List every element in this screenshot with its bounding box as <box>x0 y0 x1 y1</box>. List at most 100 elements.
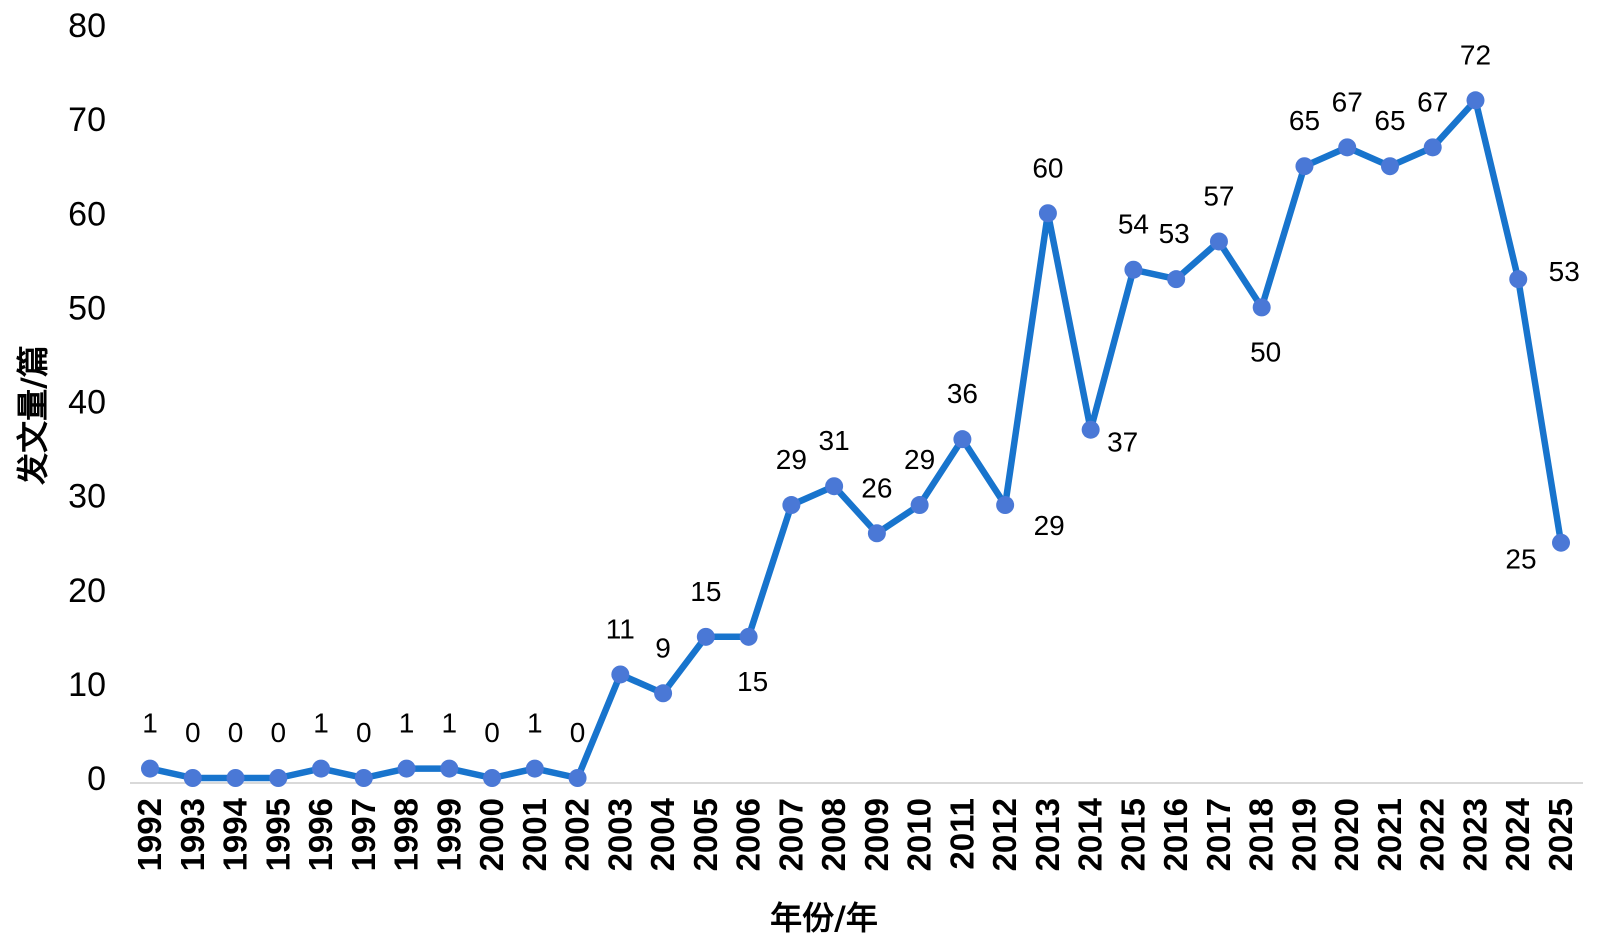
x-tick-label: 2002 <box>559 798 596 871</box>
x-tick-label: 1993 <box>174 798 211 871</box>
x-tick-label: 2017 <box>1200 798 1237 871</box>
x-tick-label: 2000 <box>473 798 510 871</box>
data-label: 57 <box>1203 180 1234 211</box>
data-point <box>782 496 801 515</box>
y-tick-label: 60 <box>68 195 106 233</box>
x-tick-label: 2021 <box>1371 798 1408 871</box>
data-point <box>1167 270 1186 289</box>
data-point <box>483 769 502 787</box>
data-point <box>1423 138 1442 157</box>
data-point <box>397 759 416 778</box>
y-tick-label: 70 <box>68 101 106 139</box>
series-line <box>146 97 1565 782</box>
data-point <box>696 627 715 646</box>
y-tick-label: 30 <box>68 478 106 516</box>
data-point <box>1081 420 1100 439</box>
data-label: 11 <box>606 613 635 644</box>
data-label: 15 <box>737 666 768 697</box>
y-tick-label: 80 <box>68 7 106 45</box>
data-point <box>312 759 331 778</box>
x-axis-title: 年份/年 <box>770 899 878 937</box>
x-tick-label: 2005 <box>687 798 724 871</box>
data-point <box>1380 157 1399 176</box>
data-label: 0 <box>228 717 244 748</box>
data-label: 1 <box>313 708 329 739</box>
data-point <box>525 759 544 778</box>
data-label: 29 <box>776 444 807 475</box>
y-tick-label: 10 <box>68 666 106 704</box>
y-tick-label: 20 <box>68 572 106 610</box>
data-label: 25 <box>1505 544 1536 575</box>
data-point <box>1338 138 1357 157</box>
y-axis-ticks: 0 10 20 30 40 50 60 70 80 <box>68 7 106 798</box>
data-point <box>611 665 630 684</box>
x-tick-label: 1998 <box>388 798 425 871</box>
x-tick-label: 2006 <box>730 798 767 871</box>
data-label: 31 <box>819 425 850 456</box>
x-axis-ticks: 1992 1993 1994 1995 1996 1997 1998 1999 2000 2001… <box>131 797 1579 871</box>
data-label: 0 <box>484 717 500 748</box>
x-tick-label: 2009 <box>858 798 895 871</box>
y-tick-label: 40 <box>68 384 106 422</box>
data-label: 36 <box>947 378 978 409</box>
data-point <box>996 496 1015 515</box>
x-tick-label: 2025 <box>1542 798 1579 871</box>
data-label: 29 <box>1034 510 1065 541</box>
data-point <box>1124 260 1143 279</box>
data-label: 9 <box>655 632 671 663</box>
data-label: 0 <box>570 717 586 748</box>
x-tick-label: 2008 <box>815 798 852 871</box>
x-tick-label: 1992 <box>131 798 168 871</box>
data-point <box>953 430 972 449</box>
data-point <box>654 684 673 703</box>
x-tick-label: 2007 <box>772 798 809 871</box>
data-label: 72 <box>1460 39 1491 70</box>
data-label: 37 <box>1107 427 1138 458</box>
data-label: 1 <box>399 708 415 739</box>
x-tick-label: 2015 <box>1114 798 1151 871</box>
data-label: 0 <box>270 717 286 748</box>
data-label: 67 <box>1417 86 1448 117</box>
x-tick-label: 2001 <box>516 798 553 871</box>
x-tick-label: 1995 <box>259 798 296 871</box>
y-axis-title: 发文量/篇 <box>14 345 52 485</box>
data-point <box>226 769 245 787</box>
data-point <box>141 759 159 778</box>
data-point <box>568 769 587 787</box>
data-label: 29 <box>904 444 935 475</box>
data-label: 54 <box>1118 209 1149 240</box>
data-label: 1 <box>442 708 458 739</box>
data-point <box>1209 232 1228 251</box>
data-markers <box>141 91 1570 787</box>
data-label: 26 <box>861 472 892 503</box>
data-label: 0 <box>356 717 372 748</box>
x-tick-label: 2019 <box>1285 798 1322 871</box>
x-tick-label: 2018 <box>1243 798 1280 871</box>
data-point <box>1252 298 1271 317</box>
x-tick-label: 2024 <box>1499 797 1536 871</box>
x-tick-label: 1996 <box>302 798 339 871</box>
x-tick-label: 1994 <box>217 797 254 871</box>
data-label: 50 <box>1250 336 1281 367</box>
data-label: 15 <box>690 576 721 607</box>
data-point <box>739 627 758 646</box>
data-point <box>183 769 202 787</box>
x-tick-label: 1999 <box>430 798 467 871</box>
data-point <box>354 769 373 787</box>
data-point <box>1509 270 1528 289</box>
data-label: 53 <box>1549 256 1580 287</box>
x-tick-label: 2013 <box>1029 798 1066 871</box>
data-label: 1 <box>142 708 158 739</box>
data-point <box>1466 91 1485 110</box>
data-point <box>440 759 459 778</box>
x-tick-label: 2022 <box>1414 798 1451 871</box>
data-label: 67 <box>1332 86 1363 117</box>
y-tick-label: 0 <box>87 760 106 798</box>
x-tick-label: 2016 <box>1157 798 1194 871</box>
x-tick-label: 2012 <box>986 798 1023 871</box>
x-tick-label: 2023 <box>1456 798 1493 871</box>
x-tick-label: 2014 <box>1072 797 1109 871</box>
